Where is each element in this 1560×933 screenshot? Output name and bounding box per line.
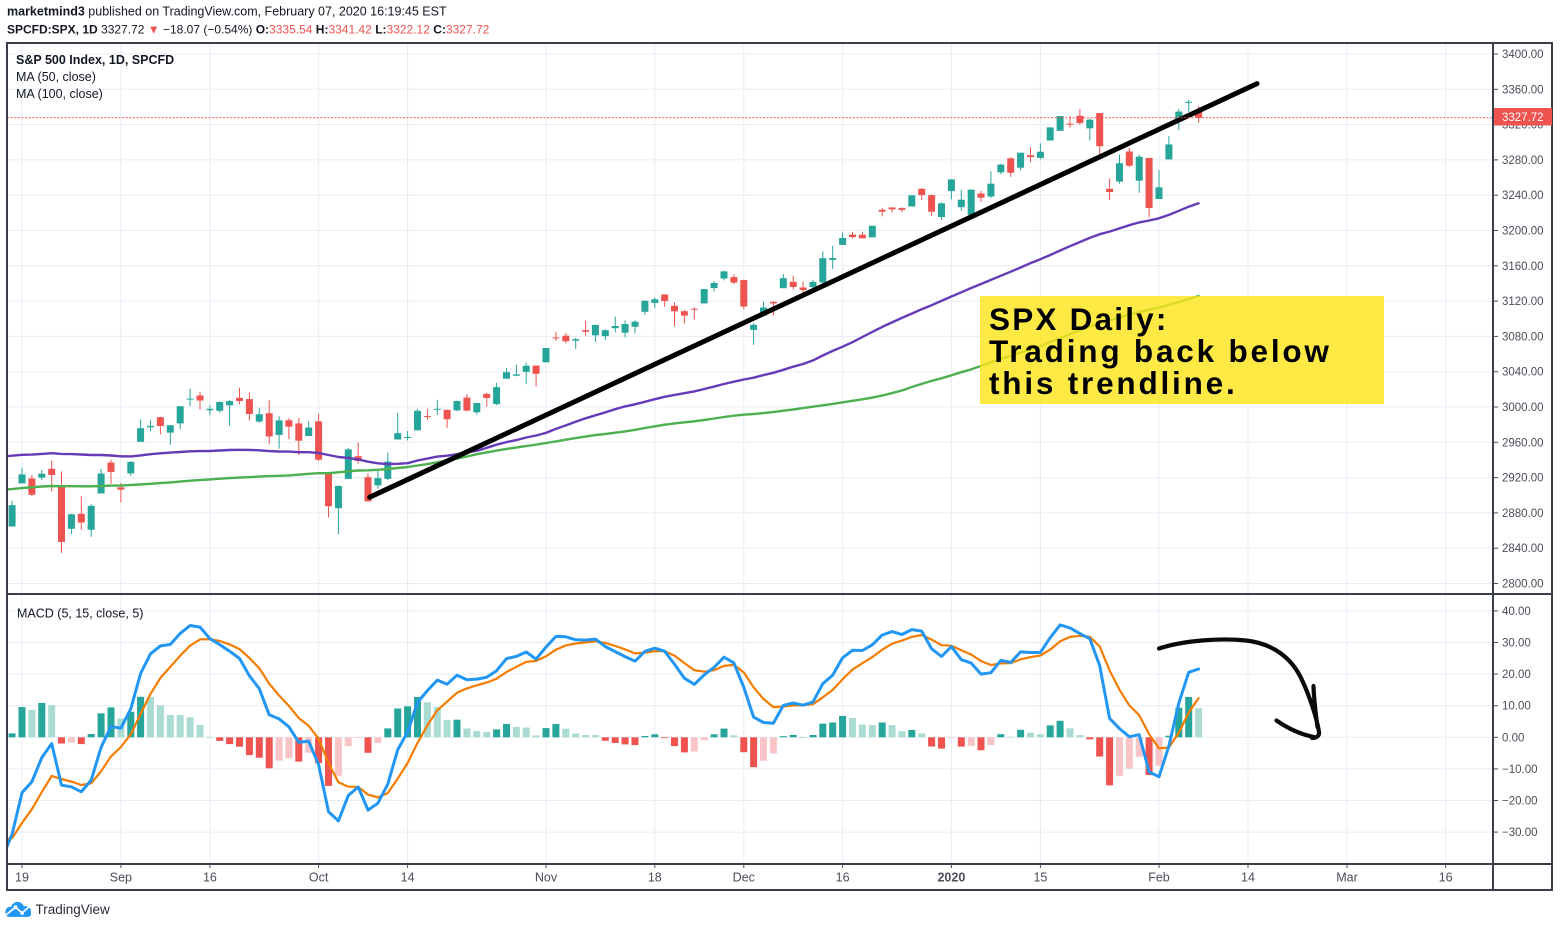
svg-text:SPCFD:SPX, 1D 3327.72 ▼ −18.0: SPCFD:SPX, 1D 3327.72 ▼ −18.07 (−0.54%) … — [7, 23, 490, 37]
svg-text:3120.00: 3120.00 — [1502, 296, 1544, 308]
svg-text:3160.00: 3160.00 — [1502, 261, 1544, 273]
svg-text:TradingView: TradingView — [36, 902, 111, 917]
svg-text:S&P 500 Index, 1D, SPCFD: S&P 500 Index, 1D, SPCFD — [16, 53, 174, 67]
svg-text:marketmind3 published on Tradi: marketmind3 published on TradingView.com… — [7, 5, 447, 19]
svg-text:3200.00: 3200.00 — [1502, 226, 1544, 238]
svg-text:MA (100, close): MA (100, close) — [16, 87, 103, 101]
svg-text:−20.00: −20.00 — [1502, 796, 1538, 808]
svg-text:18: 18 — [648, 871, 662, 885]
svg-text:SPX Daily:: SPX Daily: — [989, 301, 1169, 337]
svg-text:3360.00: 3360.00 — [1502, 84, 1544, 96]
svg-text:this trendline.: this trendline. — [989, 365, 1238, 401]
svg-text:−30.00: −30.00 — [1502, 827, 1538, 839]
svg-text:2960.00: 2960.00 — [1502, 437, 1544, 449]
svg-text:16: 16 — [836, 871, 850, 885]
svg-text:0.00: 0.00 — [1502, 732, 1524, 744]
svg-text:3240.00: 3240.00 — [1502, 190, 1544, 202]
svg-text:3080.00: 3080.00 — [1502, 331, 1544, 343]
svg-text:Oct: Oct — [309, 871, 329, 885]
svg-text:MACD (5, 15, close, 5): MACD (5, 15, close, 5) — [17, 607, 143, 621]
svg-text:2020: 2020 — [937, 871, 965, 885]
svg-text:Mar: Mar — [1336, 871, 1358, 885]
svg-text:14: 14 — [1241, 871, 1255, 885]
svg-text:3000.00: 3000.00 — [1502, 402, 1544, 414]
svg-text:2880.00: 2880.00 — [1502, 508, 1544, 520]
svg-text:14: 14 — [401, 871, 415, 885]
svg-text:Sep: Sep — [110, 871, 132, 885]
svg-text:Feb: Feb — [1148, 871, 1170, 885]
svg-text:3327.72: 3327.72 — [1502, 112, 1544, 124]
svg-text:3040.00: 3040.00 — [1502, 367, 1544, 379]
svg-text:Nov: Nov — [535, 871, 558, 885]
svg-text:2800.00: 2800.00 — [1502, 579, 1544, 591]
svg-text:3280.00: 3280.00 — [1502, 155, 1544, 167]
svg-text:2840.00: 2840.00 — [1502, 543, 1544, 555]
svg-text:16: 16 — [203, 871, 217, 885]
svg-text:MA (50, close): MA (50, close) — [16, 70, 96, 84]
svg-text:−10.00: −10.00 — [1502, 764, 1538, 776]
svg-text:Trading back below: Trading back below — [989, 333, 1332, 369]
svg-text:15: 15 — [1033, 871, 1047, 885]
svg-text:10.00: 10.00 — [1502, 701, 1531, 713]
svg-text:16: 16 — [1439, 871, 1453, 885]
svg-text:40.00: 40.00 — [1502, 606, 1531, 618]
svg-text:2920.00: 2920.00 — [1502, 473, 1544, 485]
svg-text:Dec: Dec — [733, 871, 755, 885]
svg-text:20.00: 20.00 — [1502, 669, 1531, 681]
svg-text:3400.00: 3400.00 — [1502, 49, 1544, 61]
svg-text:19: 19 — [15, 871, 29, 885]
svg-text:30.00: 30.00 — [1502, 638, 1531, 650]
